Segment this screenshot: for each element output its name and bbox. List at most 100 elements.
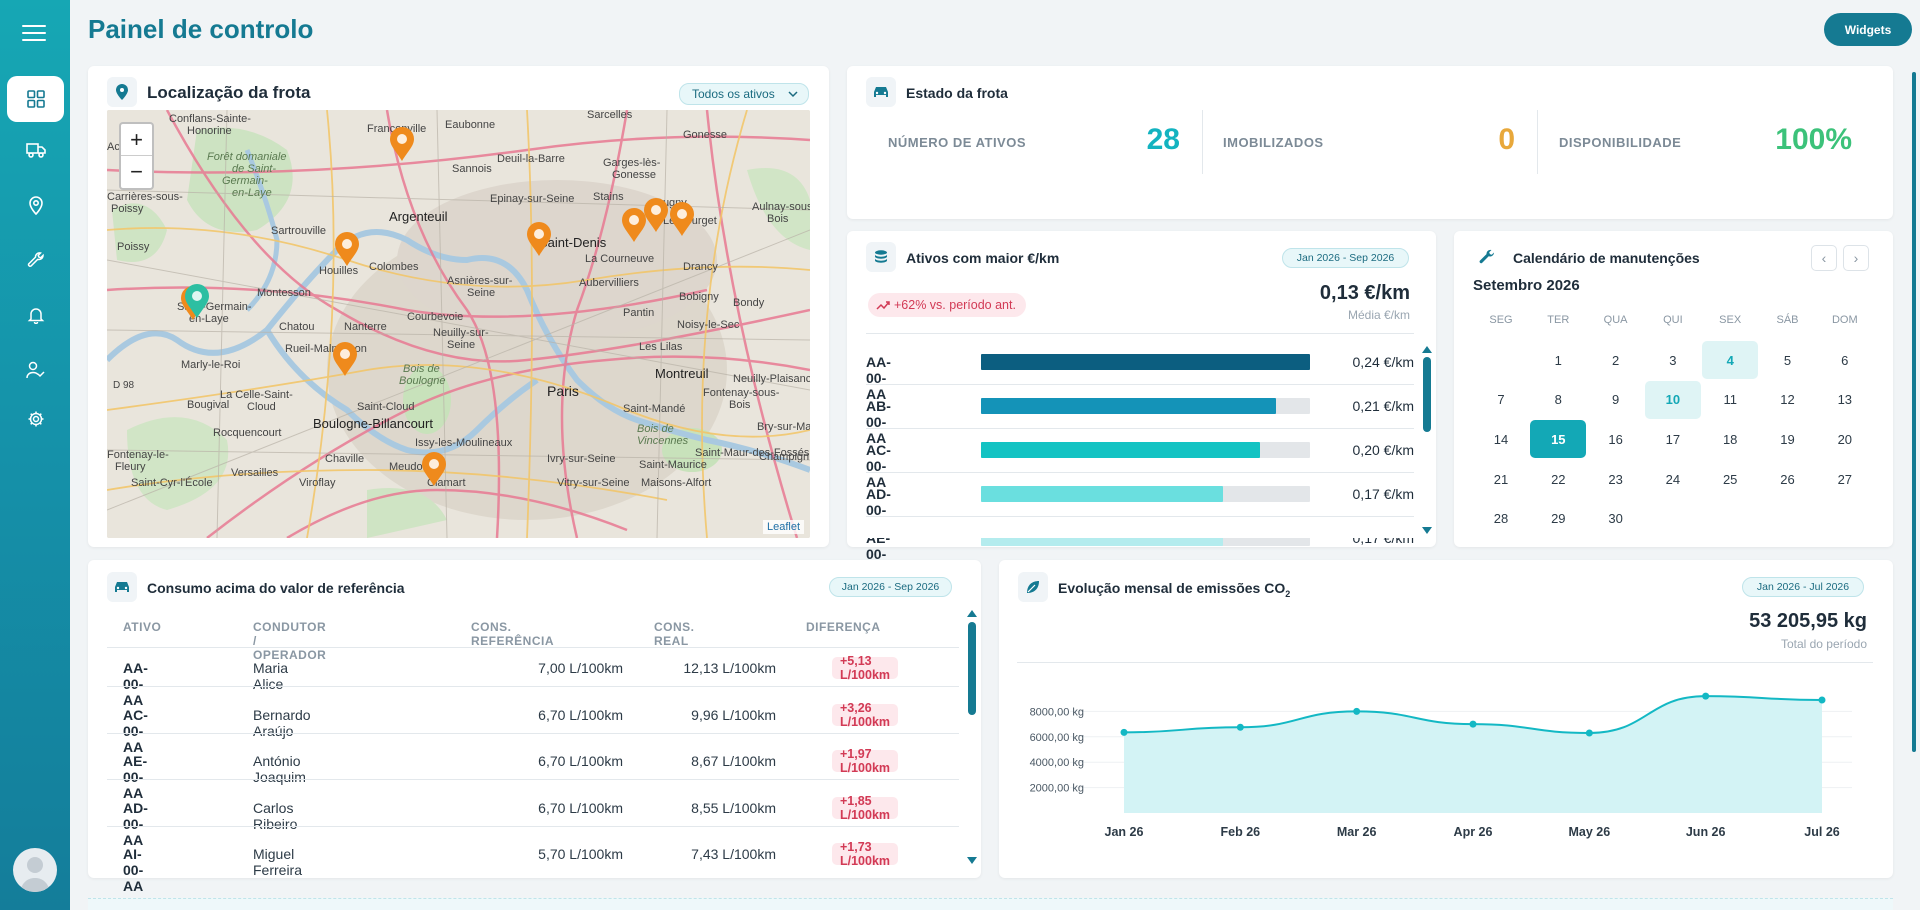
calendar-day[interactable]: 14	[1493, 431, 1509, 447]
scroll-down-arrow[interactable]	[1422, 527, 1432, 534]
cost-bar	[981, 354, 1310, 370]
data-point	[1353, 707, 1361, 715]
consumption-scrollbar[interactable]	[968, 622, 976, 715]
cost-list-fade	[866, 520, 1416, 538]
trend-badge: +62% vs. período ant.	[868, 293, 1026, 317]
sidebar-item-dashboard[interactable]	[7, 76, 64, 122]
emissions-title-text: Evolução mensal de emissões CO	[1058, 580, 1286, 596]
driver-cell: Maria Alice	[253, 660, 289, 692]
sidebar-item-alerts[interactable]	[7, 292, 64, 338]
calendar-day[interactable]: 6	[1841, 352, 1849, 368]
svg-text:Poissy: Poissy	[111, 203, 144, 215]
calendar-day[interactable]: 29	[1551, 511, 1566, 527]
calendar-day[interactable]: 17	[1665, 431, 1681, 447]
svg-text:de Saint-: de Saint-	[232, 163, 276, 175]
page-scrollbar[interactable]	[1912, 72, 1916, 752]
map-zoom-control: + −	[119, 122, 154, 190]
widgets-button[interactable]: Widgets	[1824, 13, 1912, 46]
svg-text:Asnières-sur-: Asnières-sur-	[447, 275, 513, 287]
svg-text:Germain-: Germain-	[222, 175, 268, 187]
svg-text:Saint-Maur-des-Fossés: Saint-Maur-des-Fossés	[695, 447, 810, 459]
sidebar-item-locations[interactable]	[7, 182, 64, 228]
leaflet-attribution-link[interactable]: Leaflet	[763, 520, 805, 534]
svg-text:Boulogne: Boulogne	[399, 375, 446, 387]
svg-text:Rocquencourt: Rocquencourt	[213, 427, 282, 439]
cost-bar	[981, 486, 1223, 502]
calendar-day[interactable]: 25	[1722, 471, 1738, 487]
emissions-total-value: 53 205,95 kg	[1749, 610, 1867, 632]
scroll-down-arrow[interactable]	[967, 857, 977, 864]
calendar-weekday: QUI	[1663, 314, 1683, 326]
divider	[866, 516, 1414, 517]
calendar-day[interactable]: 12	[1780, 392, 1795, 408]
calendar-day[interactable]: 5	[1783, 352, 1792, 368]
stat-label-availability: DISPONIBILIDADE	[1559, 135, 1682, 150]
calendar-day[interactable]: 8	[1554, 392, 1562, 408]
user-check-icon	[25, 361, 45, 379]
location-pin-icon	[28, 196, 43, 215]
calendar-day[interactable]: 10	[1644, 380, 1701, 419]
topbar: Painel de controlo Widgets	[70, 0, 1920, 60]
calendar-day[interactable]: 20	[1837, 431, 1853, 447]
calendar-day[interactable]: 19	[1780, 431, 1795, 447]
reference-consumption-cell: 6,70 L/100km	[538, 799, 623, 816]
calendar-next-button[interactable]: ›	[1843, 245, 1869, 271]
svg-text:Ivry-sur-Seine: Ivry-sur-Seine	[547, 453, 615, 465]
calendar-day[interactable]: 18	[1722, 431, 1738, 447]
svg-text:Saint-Denis: Saint-Denis	[539, 235, 607, 250]
data-point	[1120, 728, 1128, 736]
cost-bar	[981, 398, 1277, 414]
calendar-day[interactable]: 13	[1837, 392, 1853, 408]
add-widget-area[interactable]	[88, 898, 1893, 910]
sidebar-item-users[interactable]	[7, 347, 64, 393]
svg-text:Viroflay: Viroflay	[299, 477, 336, 489]
zoom-out-button[interactable]: −	[130, 159, 143, 184]
real-consumption-cell: 12,13 L/100km	[683, 660, 776, 676]
cost-list-scrollbar[interactable]	[1423, 357, 1431, 432]
calendar-day[interactable]: 7	[1497, 392, 1505, 408]
calendar-day[interactable]: 28	[1493, 511, 1509, 527]
svg-text:Cloud: Cloud	[247, 401, 276, 413]
coins-icon	[866, 242, 896, 272]
calendar-prev-button[interactable]: ‹	[1811, 245, 1837, 271]
calendar-day[interactable]: 2	[1611, 352, 1620, 368]
svg-text:Argenteuil: Argenteuil	[389, 209, 448, 224]
calendar-day[interactable]: 26	[1780, 471, 1795, 487]
calendar-day[interactable]: 9	[1611, 392, 1620, 408]
calendar-day[interactable]: 22	[1551, 471, 1566, 487]
sidebar-item-vehicles[interactable]	[7, 127, 64, 173]
calendar-day[interactable]: 1	[1554, 352, 1562, 368]
calendar-day[interactable]: 30	[1608, 511, 1623, 527]
avatar[interactable]	[13, 848, 57, 892]
svg-text:Sannois: Sannois	[452, 163, 492, 175]
sidebar-item-settings[interactable]	[7, 396, 64, 442]
reference-consumption-cell: 5,70 L/100km	[538, 846, 623, 862]
difference-badge: +1,73 L/100km	[832, 840, 899, 868]
calendar-day[interactable]: 24	[1665, 471, 1681, 487]
asset-cell: AE-00-AA	[123, 753, 148, 801]
calendar-day[interactable]: 4	[1702, 341, 1759, 379]
calendar-day[interactable]: 3	[1669, 352, 1677, 368]
real-consumption-cell: 8,67 L/100km	[691, 753, 776, 769]
calendar-day[interactable]: 16	[1608, 431, 1623, 447]
emissions-total-label: Total do período	[1780, 637, 1867, 651]
scroll-up-arrow[interactable]	[967, 610, 977, 617]
zoom-in-button[interactable]: +	[121, 124, 152, 156]
asset-filter-dropdown[interactable]: Todos os ativos	[679, 83, 809, 105]
x-tick-label: Jun 26	[1686, 825, 1726, 839]
calendar-day[interactable]: 11	[1723, 392, 1737, 408]
divider	[866, 472, 1414, 473]
svg-text:Seine: Seine	[447, 339, 475, 351]
menu-icon[interactable]	[22, 20, 46, 42]
sidebar-item-maintenance[interactable]	[7, 237, 64, 283]
svg-text:Meudon: Meudon	[389, 461, 429, 473]
emissions-title-subscript: 2	[1285, 588, 1291, 599]
calendar-day[interactable]: 23	[1608, 471, 1623, 487]
scroll-up-arrow[interactable]	[1422, 346, 1432, 353]
svg-text:Montesson: Montesson	[257, 287, 311, 299]
driver-cell: Carlos Ribeiro	[253, 799, 298, 832]
calendar-day[interactable]: 21	[1493, 471, 1509, 487]
fleet-map[interactable]: Conflans-Sainte-Honorine Franconville Ea…	[107, 110, 810, 538]
calendar-day[interactable]: 27	[1837, 471, 1853, 487]
calendar-day[interactable]: 15	[1530, 420, 1587, 459]
